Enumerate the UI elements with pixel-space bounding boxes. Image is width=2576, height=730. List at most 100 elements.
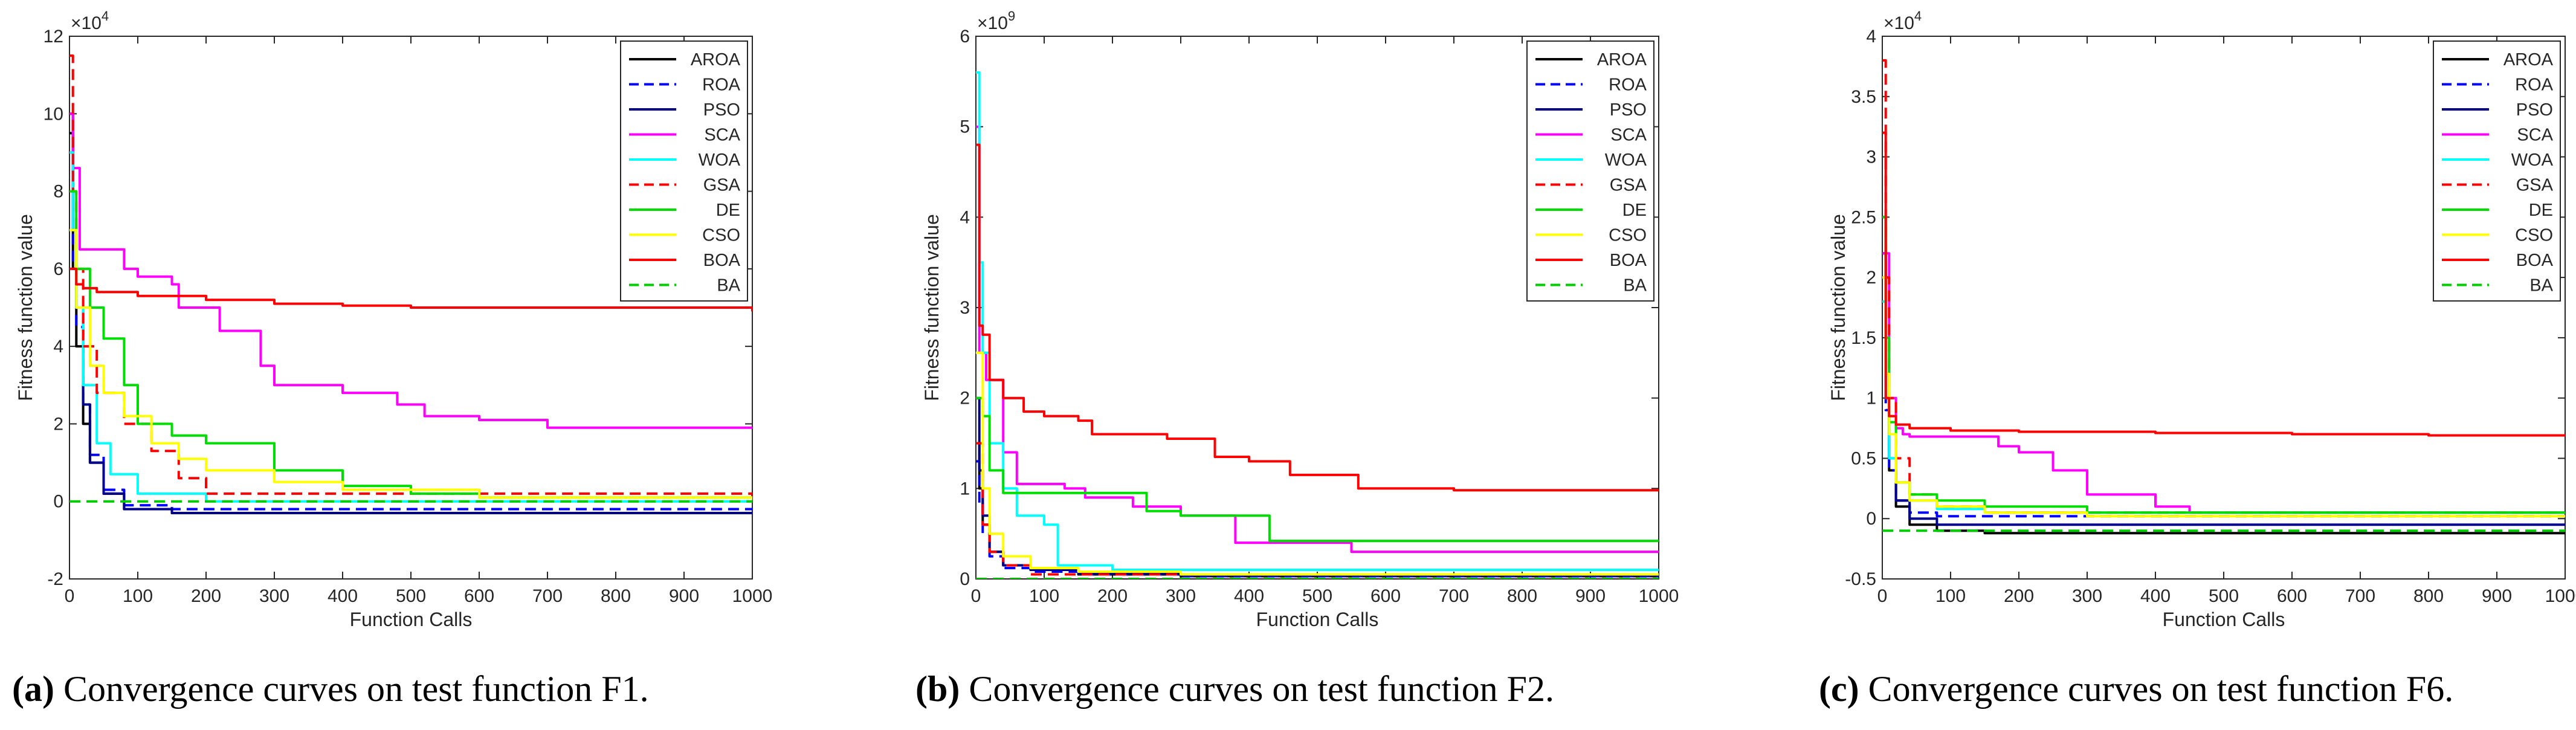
legend-label-sca: SCA xyxy=(2517,126,2553,145)
x-tick-label: 900 xyxy=(2482,586,2512,606)
legend-label-roa: ROA xyxy=(1609,76,1647,95)
x-tick-label: 100 xyxy=(123,586,153,606)
x-tick-label: 0 xyxy=(1877,586,1888,606)
axis-exponent-label: ×104 xyxy=(1884,8,1922,33)
x-tick-label: 200 xyxy=(2004,586,2034,606)
y-tick-label: 1.5 xyxy=(1851,328,1876,348)
legend-label-roa: ROA xyxy=(2515,76,2554,95)
legend-label-ba: BA xyxy=(717,276,740,296)
legend-label-ba: BA xyxy=(2529,276,2553,296)
legend-label-de: DE xyxy=(716,201,740,220)
legend-label-woa: WOA xyxy=(1605,150,1647,170)
caption-b-text: Convergence curves on test function F2. xyxy=(960,669,1555,709)
x-tick-label: 900 xyxy=(669,586,699,606)
legend-label-sca: SCA xyxy=(1610,126,1647,145)
series-line-boa xyxy=(1882,131,2565,437)
y-tick-label: 3.5 xyxy=(1851,87,1876,107)
y-tick-label: 0 xyxy=(960,569,970,589)
legend-label-gsa: GSA xyxy=(703,176,741,195)
legend-label-de: DE xyxy=(2529,201,2553,220)
y-tick-label: 6 xyxy=(53,259,63,279)
x-tick-label: 800 xyxy=(601,586,631,606)
legend-label-woa: WOA xyxy=(699,150,741,170)
x-tick-label: 1000 xyxy=(1639,586,1679,606)
x-tick-label: 600 xyxy=(1370,586,1401,606)
legend-label-boa: BOA xyxy=(1610,251,1647,270)
series-line-sca xyxy=(69,112,752,429)
y-tick-label: -2 xyxy=(47,569,63,589)
x-tick-label: 1000 xyxy=(2545,586,2576,606)
legend-label-cso: CSO xyxy=(702,226,740,245)
y-tick-label: 2 xyxy=(960,389,970,409)
x-tick-label: 700 xyxy=(532,586,563,606)
series-line-cso xyxy=(1882,276,2565,518)
x-tick-label: 500 xyxy=(1302,586,1332,606)
legend: AROA ROA PSO SCA WOA GSA DE CSO BOA BA xyxy=(2433,40,2561,302)
y-axis-label: Fitness function value xyxy=(1827,214,1849,401)
y-tick-label: 0 xyxy=(1866,509,1876,529)
series-line-sca xyxy=(976,125,1659,554)
y-tick-label: 12 xyxy=(44,27,63,47)
x-tick-label: 800 xyxy=(1507,586,1537,606)
series-line-gsa xyxy=(976,442,1659,576)
y-axis-label: Fitness function value xyxy=(15,214,36,401)
y-tick-label: 2 xyxy=(53,414,63,434)
x-tick-label: 1000 xyxy=(732,586,773,606)
x-tick-label: 0 xyxy=(65,586,75,606)
x-tick-label: 400 xyxy=(1234,586,1264,606)
x-tick-label: 500 xyxy=(396,586,426,606)
series-line-de xyxy=(976,396,1659,543)
x-axis-label: Function Calls xyxy=(2163,609,2285,630)
legend-label-pso: PSO xyxy=(2516,100,2553,120)
axis-exponent-base: ×10 xyxy=(977,13,1008,33)
legend-box xyxy=(2433,40,2561,302)
chart-panel-a: 0 100 200 300 400 500 600 700 800 900 1000-2024681… xyxy=(15,8,772,630)
x-tick-label: 400 xyxy=(328,586,358,606)
legend-label-pso: PSO xyxy=(1610,100,1647,120)
legend: AROA ROA PSO SCA WOA GSA DE CSO BOA BA xyxy=(1526,40,1654,302)
y-tick-label: 6 xyxy=(960,27,970,47)
x-tick-label: 300 xyxy=(2072,586,2102,606)
x-tick-label: 700 xyxy=(2345,586,2375,606)
legend-label-boa: BOA xyxy=(703,251,741,270)
caption-c-tag: (c) xyxy=(1819,669,1859,709)
x-axis-label: Function Calls xyxy=(1256,609,1379,630)
caption-c: (c) Convergence curves on test function … xyxy=(1819,662,2453,716)
series-line-boa xyxy=(976,143,1659,492)
legend: AROA ROA PSO SCA WOA GSA DE CSO BOA BA xyxy=(620,40,748,302)
x-tick-label: 700 xyxy=(1439,586,1469,606)
caption-a: (a) Convergence curves on test function … xyxy=(12,662,649,716)
x-tick-label: 600 xyxy=(2277,586,2307,606)
legend-label-boa: BOA xyxy=(2516,251,2554,270)
y-tick-label: -0.5 xyxy=(1845,569,1876,589)
axis-exponent-power: 4 xyxy=(1914,8,1922,24)
x-tick-label: 100 xyxy=(1029,586,1059,606)
series-line-woa xyxy=(976,71,1659,571)
series-line-cso xyxy=(976,351,1659,576)
legend-label-ba: BA xyxy=(1623,276,1647,296)
y-tick-label: 4 xyxy=(960,207,970,227)
x-tick-label: 100 xyxy=(1935,586,1966,606)
x-tick-label: 300 xyxy=(1166,586,1196,606)
legend-label-aroa: AROA xyxy=(691,50,741,69)
series-line-cso xyxy=(69,228,752,502)
caption-b: (b) Convergence curves on test function … xyxy=(915,662,1554,716)
legend-label-gsa: GSA xyxy=(1610,176,1647,195)
x-tick-label: 300 xyxy=(259,586,289,606)
legend-label-pso: PSO xyxy=(703,100,740,120)
x-tick-label: 500 xyxy=(2209,586,2239,606)
y-tick-label: 1 xyxy=(1866,389,1876,409)
legend-label-cso: CSO xyxy=(1609,226,1647,245)
axis-exponent-base: ×10 xyxy=(1884,13,1914,33)
y-tick-label: 10 xyxy=(44,104,63,124)
y-tick-label: 2.5 xyxy=(1851,207,1876,227)
y-tick-label: 3 xyxy=(1866,147,1876,167)
y-tick-label: 0.5 xyxy=(1851,448,1876,468)
axis-exponent-power: 9 xyxy=(1008,8,1015,24)
series-group xyxy=(1882,59,2565,535)
legend-label-gsa: GSA xyxy=(2516,176,2554,195)
caption-a-text: Convergence curves on test function F1. xyxy=(54,669,649,709)
axis-exponent-label: ×104 xyxy=(71,8,109,33)
legend-label-aroa: AROA xyxy=(2503,50,2554,69)
